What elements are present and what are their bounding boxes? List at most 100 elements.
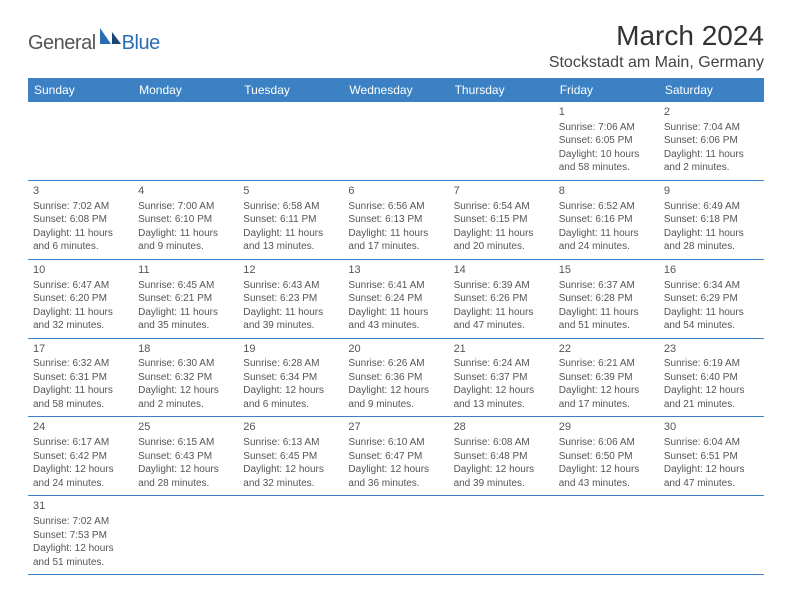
daylight-text: and 39 minutes. bbox=[243, 319, 338, 333]
day-number: 6 bbox=[348, 184, 443, 199]
day-number: 15 bbox=[559, 263, 654, 278]
daylight-text: and 17 minutes. bbox=[559, 398, 654, 412]
day-cell: 16Sunrise: 6:34 AMSunset: 6:29 PMDayligh… bbox=[659, 259, 764, 338]
daylight-text: Daylight: 12 hours bbox=[243, 463, 338, 477]
day-cell: 24Sunrise: 6:17 AMSunset: 6:42 PMDayligh… bbox=[28, 417, 133, 496]
sunrise-text: Sunrise: 6:54 AM bbox=[454, 200, 549, 214]
sunset-text: Sunset: 6:47 PM bbox=[348, 450, 443, 464]
day-number: 27 bbox=[348, 420, 443, 435]
sunrise-text: Sunrise: 6:56 AM bbox=[348, 200, 443, 214]
day-cell: 23Sunrise: 6:19 AMSunset: 6:40 PMDayligh… bbox=[659, 338, 764, 417]
day-number: 13 bbox=[348, 263, 443, 278]
daylight-text: and 35 minutes. bbox=[138, 319, 233, 333]
sunset-text: Sunset: 6:31 PM bbox=[33, 371, 128, 385]
day-number: 5 bbox=[243, 184, 338, 199]
day-cell: 25Sunrise: 6:15 AMSunset: 6:43 PMDayligh… bbox=[133, 417, 238, 496]
day-cell bbox=[133, 102, 238, 180]
sunset-text: Sunset: 6:48 PM bbox=[454, 450, 549, 464]
day-cell bbox=[449, 102, 554, 180]
sunrise-text: Sunrise: 6:21 AM bbox=[559, 357, 654, 371]
day-cell: 15Sunrise: 6:37 AMSunset: 6:28 PMDayligh… bbox=[554, 259, 659, 338]
week-row: 10Sunrise: 6:47 AMSunset: 6:20 PMDayligh… bbox=[28, 259, 764, 338]
daylight-text: Daylight: 12 hours bbox=[33, 463, 128, 477]
day-number: 1 bbox=[559, 105, 654, 120]
logo-text-general: General bbox=[28, 32, 96, 55]
day-cell bbox=[133, 496, 238, 575]
week-row: 31Sunrise: 7:02 AMSunset: 7:53 PMDayligh… bbox=[28, 496, 764, 575]
day-cell: 30Sunrise: 6:04 AMSunset: 6:51 PMDayligh… bbox=[659, 417, 764, 496]
daylight-text: and 47 minutes. bbox=[454, 319, 549, 333]
sunset-text: Sunset: 6:29 PM bbox=[664, 292, 759, 306]
sunset-text: Sunset: 6:06 PM bbox=[664, 134, 759, 148]
day-number: 22 bbox=[559, 342, 654, 357]
sunset-text: Sunset: 6:11 PM bbox=[243, 213, 338, 227]
calendar-table: SundayMondayTuesdayWednesdayThursdayFrid… bbox=[28, 78, 764, 575]
sunset-text: Sunset: 6:51 PM bbox=[664, 450, 759, 464]
sunset-text: Sunset: 6:40 PM bbox=[664, 371, 759, 385]
day-cell bbox=[343, 496, 448, 575]
daylight-text: Daylight: 11 hours bbox=[243, 306, 338, 320]
day-cell: 1Sunrise: 7:06 AMSunset: 6:05 PMDaylight… bbox=[554, 102, 659, 180]
sunrise-text: Sunrise: 6:37 AM bbox=[559, 279, 654, 293]
day-cell: 20Sunrise: 6:26 AMSunset: 6:36 PMDayligh… bbox=[343, 338, 448, 417]
day-number: 18 bbox=[138, 342, 233, 357]
daylight-text: and 51 minutes. bbox=[559, 319, 654, 333]
day-cell: 22Sunrise: 6:21 AMSunset: 6:39 PMDayligh… bbox=[554, 338, 659, 417]
day-cell bbox=[238, 496, 343, 575]
day-number: 7 bbox=[454, 184, 549, 199]
day-number: 24 bbox=[33, 420, 128, 435]
daylight-text: and 17 minutes. bbox=[348, 240, 443, 254]
day-cell: 3Sunrise: 7:02 AMSunset: 6:08 PMDaylight… bbox=[28, 180, 133, 259]
calendar-body: 1Sunrise: 7:06 AMSunset: 6:05 PMDaylight… bbox=[28, 102, 764, 575]
title-block: March 2024 Stockstadt am Main, Germany bbox=[549, 20, 764, 72]
sunrise-text: Sunrise: 6:04 AM bbox=[664, 436, 759, 450]
daylight-text: Daylight: 12 hours bbox=[454, 463, 549, 477]
header: General Blue March 2024 Stockstadt am Ma… bbox=[28, 20, 764, 72]
sunrise-text: Sunrise: 6:58 AM bbox=[243, 200, 338, 214]
daylight-text: and 28 minutes. bbox=[664, 240, 759, 254]
day-number: 4 bbox=[138, 184, 233, 199]
sunrise-text: Sunrise: 6:26 AM bbox=[348, 357, 443, 371]
sunset-text: Sunset: 6:43 PM bbox=[138, 450, 233, 464]
sunset-text: Sunset: 6:36 PM bbox=[348, 371, 443, 385]
day-header-row: SundayMondayTuesdayWednesdayThursdayFrid… bbox=[28, 78, 764, 102]
day-cell: 13Sunrise: 6:41 AMSunset: 6:24 PMDayligh… bbox=[343, 259, 448, 338]
sunset-text: Sunset: 6:05 PM bbox=[559, 134, 654, 148]
sunrise-text: Sunrise: 6:06 AM bbox=[559, 436, 654, 450]
week-row: 1Sunrise: 7:06 AMSunset: 6:05 PMDaylight… bbox=[28, 102, 764, 180]
day-number: 11 bbox=[138, 263, 233, 278]
day-cell: 2Sunrise: 7:04 AMSunset: 6:06 PMDaylight… bbox=[659, 102, 764, 180]
sunset-text: Sunset: 6:20 PM bbox=[33, 292, 128, 306]
sunset-text: Sunset: 6:24 PM bbox=[348, 292, 443, 306]
day-number: 20 bbox=[348, 342, 443, 357]
month-title: March 2024 bbox=[549, 20, 764, 52]
daylight-text: and 24 minutes. bbox=[33, 477, 128, 491]
sunrise-text: Sunrise: 6:52 AM bbox=[559, 200, 654, 214]
day-cell: 14Sunrise: 6:39 AMSunset: 6:26 PMDayligh… bbox=[449, 259, 554, 338]
day-cell: 19Sunrise: 6:28 AMSunset: 6:34 PMDayligh… bbox=[238, 338, 343, 417]
daylight-text: and 2 minutes. bbox=[664, 161, 759, 175]
day-cell: 11Sunrise: 6:45 AMSunset: 6:21 PMDayligh… bbox=[133, 259, 238, 338]
sunset-text: Sunset: 6:18 PM bbox=[664, 213, 759, 227]
daylight-text: Daylight: 12 hours bbox=[664, 463, 759, 477]
location: Stockstadt am Main, Germany bbox=[549, 54, 764, 72]
daylight-text: and 24 minutes. bbox=[559, 240, 654, 254]
daylight-text: Daylight: 11 hours bbox=[559, 306, 654, 320]
day-number: 14 bbox=[454, 263, 549, 278]
logo-text-blue: Blue bbox=[122, 32, 160, 55]
sunset-text: Sunset: 6:32 PM bbox=[138, 371, 233, 385]
day-cell: 7Sunrise: 6:54 AMSunset: 6:15 PMDaylight… bbox=[449, 180, 554, 259]
daylight-text: and 21 minutes. bbox=[664, 398, 759, 412]
day-cell: 18Sunrise: 6:30 AMSunset: 6:32 PMDayligh… bbox=[133, 338, 238, 417]
day-number: 16 bbox=[664, 263, 759, 278]
sunrise-text: Sunrise: 6:34 AM bbox=[664, 279, 759, 293]
sunset-text: Sunset: 6:15 PM bbox=[454, 213, 549, 227]
day-cell bbox=[28, 102, 133, 180]
daylight-text: Daylight: 11 hours bbox=[348, 227, 443, 241]
daylight-text: and 13 minutes. bbox=[243, 240, 338, 254]
daylight-text: Daylight: 12 hours bbox=[348, 384, 443, 398]
daylight-text: Daylight: 11 hours bbox=[559, 227, 654, 241]
sunset-text: Sunset: 6:45 PM bbox=[243, 450, 338, 464]
day-cell bbox=[343, 102, 448, 180]
day-cell: 4Sunrise: 7:00 AMSunset: 6:10 PMDaylight… bbox=[133, 180, 238, 259]
